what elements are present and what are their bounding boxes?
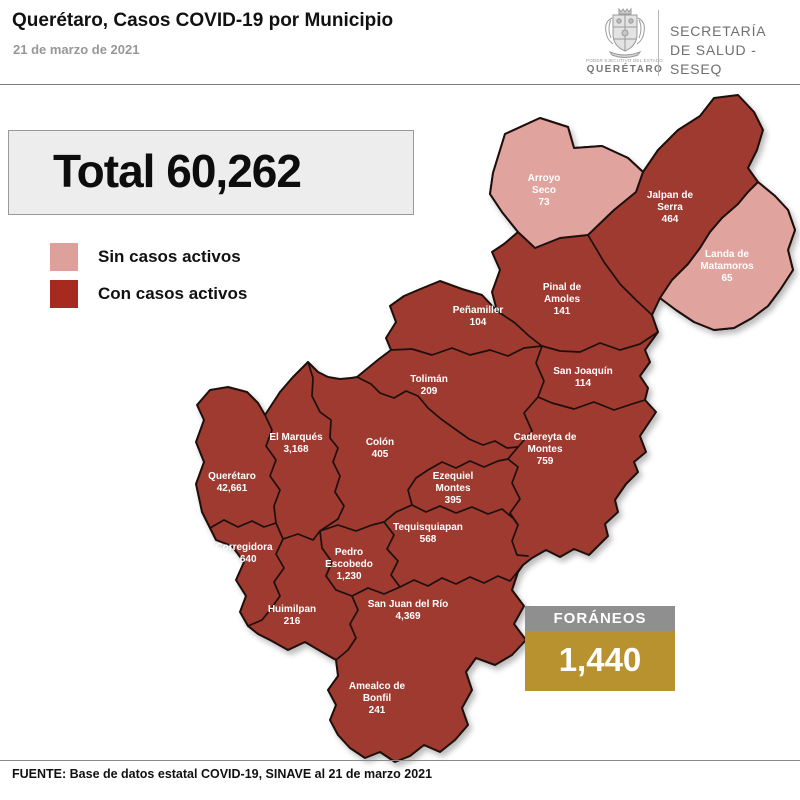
municipality-cases: 759 — [536, 456, 554, 467]
municipality-cases: 395 — [444, 495, 462, 506]
map-label-queretaro: Querétaro 42,661 — [190, 471, 274, 495]
municipality-cases: 65 — [721, 273, 733, 284]
municipality-cases: 3,640 — [231, 554, 257, 565]
municipality-cases: 114 — [574, 378, 592, 389]
map-label-ezequiel-montes: Ezequiel Montes 395 — [421, 471, 485, 507]
municipality-name: Corregidora — [215, 542, 273, 553]
municipality-name: San Juan del Río — [367, 599, 449, 610]
municipality-cases: 3,168 — [283, 444, 309, 455]
municipality-name: El Marqués — [269, 432, 323, 443]
map-label-el-marques: El Marqués 3,168 — [250, 432, 342, 456]
municipality-cases: 73 — [538, 197, 550, 208]
foraneos-value: 1,440 — [525, 631, 675, 691]
municipality-name: Huimilpan — [267, 604, 317, 615]
footer-divider — [0, 760, 800, 761]
page-date: 21 de marzo de 2021 — [13, 42, 140, 57]
page-title: Querétaro, Casos COVID-19 por Municipio — [12, 10, 394, 31]
municipality-name: Landa de Matamoros — [700, 249, 754, 272]
map-label-landa-de-matamoros: Landa de Matamoros 65 — [685, 249, 769, 285]
municipality-name: Tolimán — [410, 374, 448, 385]
municipality-name: Querétaro — [208, 471, 256, 482]
map-label-pedro-escobedo: Pedro Escobedo 1,230 — [313, 547, 385, 583]
municipality-name: San Joaquín — [553, 366, 613, 377]
map-label-cadereyta-de-montes: Cadereyta de Montes 759 — [501, 432, 589, 468]
legend-swatch-con-casos — [50, 280, 78, 308]
footer-source: FUENTE: Base de datos estatal COVID-19, … — [12, 767, 433, 781]
municipality-cases: 1,230 — [336, 571, 362, 582]
municipality-name: Ezequiel Montes — [432, 471, 474, 494]
municipality-cases: 141 — [553, 306, 571, 317]
municipality-name: Jalpan de Serra — [646, 190, 694, 213]
org-name-line1: SECRETARÍA — [670, 23, 767, 39]
municipality-cases: 104 — [469, 317, 487, 328]
logo-divider — [658, 10, 659, 76]
municipality-cases: 241 — [368, 705, 386, 716]
map-label-colon: Colón 405 — [349, 437, 411, 461]
municipality-cases: 216 — [283, 616, 301, 627]
municipality-cases: 42,661 — [216, 483, 248, 494]
map-label-corregidora: Corregidora 3,640 — [198, 542, 290, 566]
map-label-penamiller: Peñamiller 104 — [436, 305, 520, 329]
legend-label-sin-casos: Sin casos activos — [98, 247, 241, 266]
municipality-name: Peñamiller — [452, 305, 504, 316]
map-label-jalpan-de-serra: Jalpan de Serra 464 — [638, 190, 702, 226]
logo-caption: QUERÉTARO — [586, 64, 664, 75]
municipality-cases: 568 — [419, 534, 437, 545]
total-box: Total 60,262 — [8, 130, 414, 215]
municipality-cases: 405 — [371, 449, 389, 460]
queretaro-coat-of-arms-icon — [605, 7, 645, 58]
map-label-amealco-de-bonfil: Amealco de Bonfil 241 — [335, 681, 419, 717]
municipality-cases: 209 — [420, 386, 438, 397]
foraneos-box: FORÁNEOS 1,440 — [525, 606, 675, 691]
municipality-name: Amealco de Bonfil — [348, 681, 406, 704]
map-label-san-joaquin: San Joaquín 114 — [537, 366, 629, 390]
map-label-san-juan-del-rio: San Juan del Río 4,369 — [348, 599, 468, 623]
municipality-name: Tequisquiapan — [393, 522, 463, 533]
municipality-cases: 4,369 — [395, 611, 421, 622]
municipality-name: Pedro Escobedo — [325, 547, 373, 570]
org-name: SECRETARÍA DE SALUD - SESEQ — [670, 22, 800, 79]
map-label-tequisquiapan: Tequisquiapan 568 — [373, 522, 483, 546]
logo-caption-small: PODER EJECUTIVO DEL ESTADO DE QUERÉTARO — [586, 58, 664, 63]
map-label-huimilpan: Huimilpan 216 — [250, 604, 334, 628]
municipality-name: Cadereyta de Montes — [513, 432, 577, 455]
org-name-line2: DE SALUD - SESEQ — [670, 42, 757, 77]
legend-swatch-sin-casos — [50, 243, 78, 271]
legend-label-con-casos: Con casos activos — [98, 284, 248, 303]
municipality-name: Pinal de Amoles — [542, 282, 582, 305]
total-value: 60,262 — [166, 145, 302, 197]
map-label-arroyo-seco: Arroyo Seco 73 — [518, 173, 570, 209]
total-text: Total 60,262 — [53, 145, 302, 197]
header-divider — [0, 84, 800, 85]
municipality-name: Colón — [365, 437, 395, 448]
map-label-pinal-de-amoles: Pinal de Amoles 141 — [531, 282, 593, 318]
municipality-cases: 464 — [661, 214, 679, 225]
municipality-name: Arroyo Seco — [527, 173, 561, 196]
foraneos-header: FORÁNEOS — [525, 606, 675, 631]
map-label-toliman: Tolimán 209 — [393, 374, 465, 398]
